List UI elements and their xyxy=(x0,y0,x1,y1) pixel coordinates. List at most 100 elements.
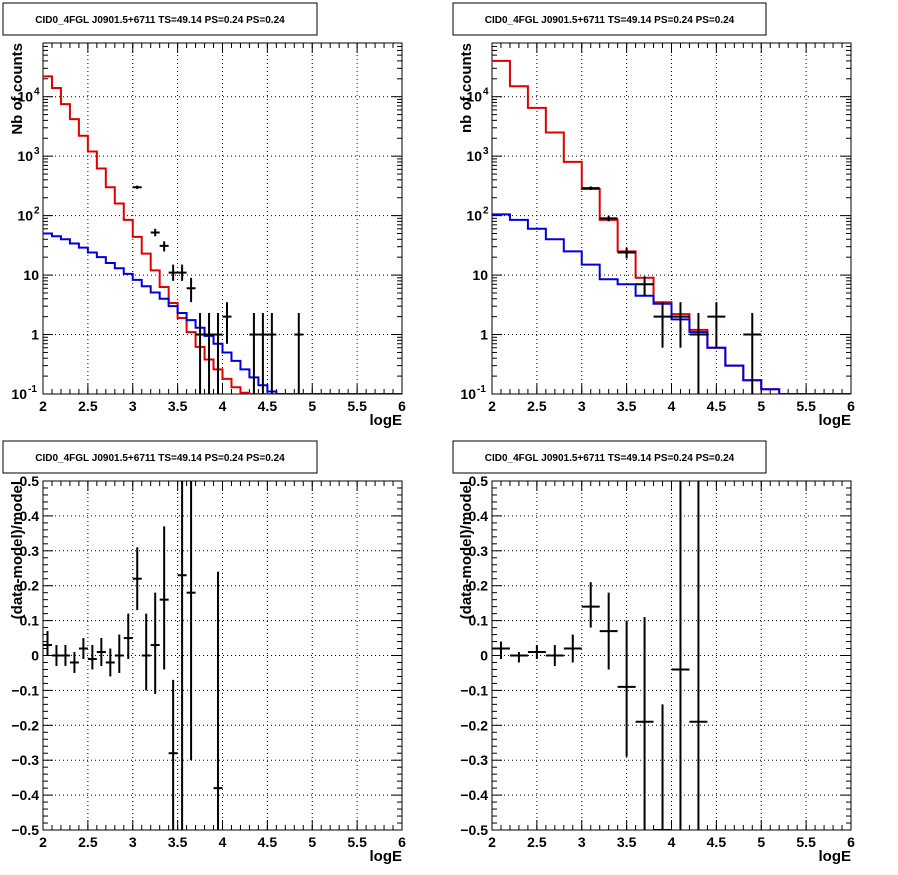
data-point xyxy=(132,185,142,190)
x-tick-label: 4 xyxy=(668,398,676,414)
data-point xyxy=(177,481,187,830)
x-tick-label: 4 xyxy=(219,834,227,850)
chart-title: CID0_4FGL J0901.5+6711 TS=49.14 PS=0.24 … xyxy=(35,453,285,464)
y-tick-label: 0.4 xyxy=(469,508,489,524)
title-box xyxy=(2,2,318,36)
y-tick-label: 0.3 xyxy=(20,543,40,559)
data-point xyxy=(653,704,672,830)
x-tick-label: 5 xyxy=(308,398,316,414)
data-point xyxy=(707,302,726,348)
data-point xyxy=(150,228,160,237)
data-point xyxy=(671,481,690,830)
chart-title: CID0_4FGL J0901.5+6711 TS=49.14 PS=0.24 … xyxy=(35,15,285,26)
chart-counts_right: CID0_4FGL J0901.5+6711 TS=49.14 PS=0.24 … xyxy=(452,2,855,429)
y-tick-exponent: -1 xyxy=(28,384,37,395)
y-tick-label: 0.1 xyxy=(469,613,489,629)
x-tick-label: 6 xyxy=(847,834,855,850)
title-box xyxy=(2,440,318,474)
data-point xyxy=(159,526,169,670)
y-tick-label: 10 xyxy=(17,89,33,105)
y-tick-label: −0.1 xyxy=(11,682,39,698)
data-point xyxy=(114,634,124,673)
x-tick-label: 3 xyxy=(578,398,586,414)
x-tick-label: 3 xyxy=(578,834,586,850)
x-tick-label: 4 xyxy=(219,398,227,414)
x-tick-label: 2 xyxy=(488,398,496,414)
y-tick-label: −0.5 xyxy=(11,822,39,838)
y-tick-label: 10 xyxy=(466,89,482,105)
x-tick-label: 3.5 xyxy=(617,398,637,414)
x-tick-label: 6 xyxy=(398,398,406,414)
y-tick-label: 1 xyxy=(480,327,488,343)
data-layer xyxy=(492,481,708,830)
y-tick-label: −0.5 xyxy=(460,822,488,838)
x-tick-label: 5.5 xyxy=(796,834,816,850)
data-point xyxy=(51,645,61,666)
data-point xyxy=(258,313,268,394)
data-point xyxy=(69,652,79,673)
data-point xyxy=(635,276,654,296)
data-point xyxy=(123,613,133,659)
chart-counts_left: CID0_4FGL J0901.5+6711 TS=49.14 PS=0.24 … xyxy=(2,2,406,429)
x-tick-label: 3.5 xyxy=(617,834,637,850)
histogram-series-0 xyxy=(43,75,402,394)
title-box xyxy=(452,440,767,474)
y-tick-exponent: 4 xyxy=(483,87,489,98)
data-layer xyxy=(43,75,402,394)
data-point xyxy=(581,582,600,628)
y-tick-label: 10 xyxy=(460,386,476,402)
y-tick-label: 0.4 xyxy=(20,508,40,524)
data-point xyxy=(267,313,277,394)
y-tick-label: 10 xyxy=(466,208,482,224)
x-tick-label: 2 xyxy=(488,834,496,850)
data-point xyxy=(213,313,223,394)
x-tick-label: 4.5 xyxy=(258,834,278,850)
data-point xyxy=(653,302,672,348)
x-tick-label: 2.5 xyxy=(78,834,98,850)
data-point xyxy=(150,592,160,694)
y-tick-label: 10 xyxy=(472,267,488,283)
y-tick-label: −0.4 xyxy=(460,787,488,803)
x-tick-label: 3 xyxy=(129,834,137,850)
y-tick-label: 10 xyxy=(11,386,27,402)
data-point xyxy=(689,313,708,394)
y-tick-exponent: 4 xyxy=(34,87,40,98)
data-point xyxy=(689,481,708,830)
y-tick-label: 0.1 xyxy=(20,613,40,629)
y-tick-label: 0 xyxy=(480,648,488,664)
data-point xyxy=(168,264,178,281)
y-axis-label: nb of counts xyxy=(458,43,475,133)
x-tick-label: 5.5 xyxy=(347,398,367,414)
y-tick-label: 0 xyxy=(31,648,39,664)
data-point xyxy=(87,645,97,670)
y-tick-label: 10 xyxy=(17,148,33,164)
y-tick-label: −0.4 xyxy=(11,787,39,803)
x-tick-label: 5 xyxy=(757,834,765,850)
y-tick-label: −0.2 xyxy=(11,717,39,733)
y-tick-exponent: 2 xyxy=(483,206,489,217)
x-tick-label: 6 xyxy=(847,398,855,414)
y-axis-label: Nb of counts xyxy=(9,43,26,135)
x-tick-label: 4.5 xyxy=(707,834,727,850)
y-tick-label: 0.3 xyxy=(469,543,489,559)
y-tick-exponent: 3 xyxy=(483,146,489,157)
y-tick-exponent: 2 xyxy=(34,206,40,217)
x-tick-label: 3 xyxy=(129,398,137,414)
histogram-series-1 xyxy=(492,213,851,394)
data-point xyxy=(294,313,304,394)
data-point xyxy=(195,313,205,394)
x-tick-label: 5 xyxy=(308,834,316,850)
data-layer xyxy=(43,481,223,830)
x-axis-label: logE xyxy=(819,412,852,429)
data-point xyxy=(43,631,52,656)
data-point xyxy=(105,648,115,677)
data-point xyxy=(671,302,690,348)
data-point xyxy=(635,617,654,830)
chart-resid_left: CID0_4FGL J0901.5+6711 TS=49.14 PS=0.24 … xyxy=(2,440,406,865)
y-tick-label: −0.3 xyxy=(11,752,39,768)
y-tick-label: −0.1 xyxy=(460,682,488,698)
data-point xyxy=(213,571,223,830)
data-point xyxy=(60,645,70,666)
data-point xyxy=(581,186,600,190)
data-point xyxy=(617,620,636,757)
